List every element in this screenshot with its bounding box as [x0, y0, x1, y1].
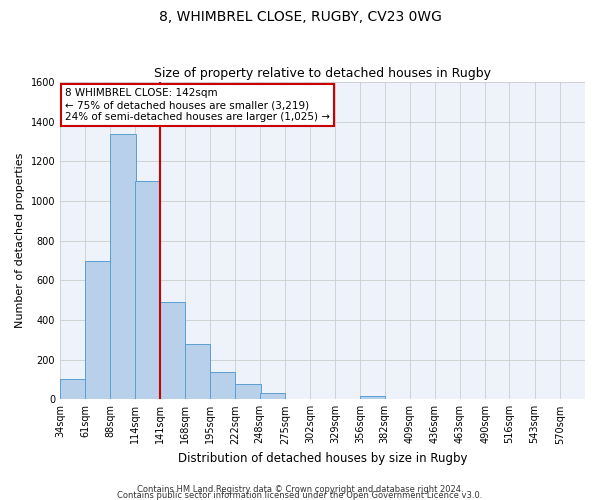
Bar [185, 344, 210, 400]
Text: Contains public sector information licensed under the Open Government Licence v3: Contains public sector information licen… [118, 490, 482, 500]
Bar [160, 302, 185, 400]
Bar [210, 372, 235, 400]
Title: Size of property relative to detached houses in Rugby: Size of property relative to detached ho… [154, 66, 491, 80]
Bar [235, 384, 260, 400]
Bar [360, 396, 385, 400]
Text: 8 WHIMBREL CLOSE: 142sqm
← 75% of detached houses are smaller (3,219)
24% of sem: 8 WHIMBREL CLOSE: 142sqm ← 75% of detach… [65, 88, 330, 122]
Bar [110, 134, 136, 400]
Bar [260, 394, 285, 400]
Text: Contains HM Land Registry data © Crown copyright and database right 2024.: Contains HM Land Registry data © Crown c… [137, 485, 463, 494]
Bar [85, 260, 110, 400]
Bar [60, 380, 85, 400]
Text: 8, WHIMBREL CLOSE, RUGBY, CV23 0WG: 8, WHIMBREL CLOSE, RUGBY, CV23 0WG [158, 10, 442, 24]
X-axis label: Distribution of detached houses by size in Rugby: Distribution of detached houses by size … [178, 452, 467, 465]
Y-axis label: Number of detached properties: Number of detached properties [15, 153, 25, 328]
Bar [134, 181, 160, 400]
